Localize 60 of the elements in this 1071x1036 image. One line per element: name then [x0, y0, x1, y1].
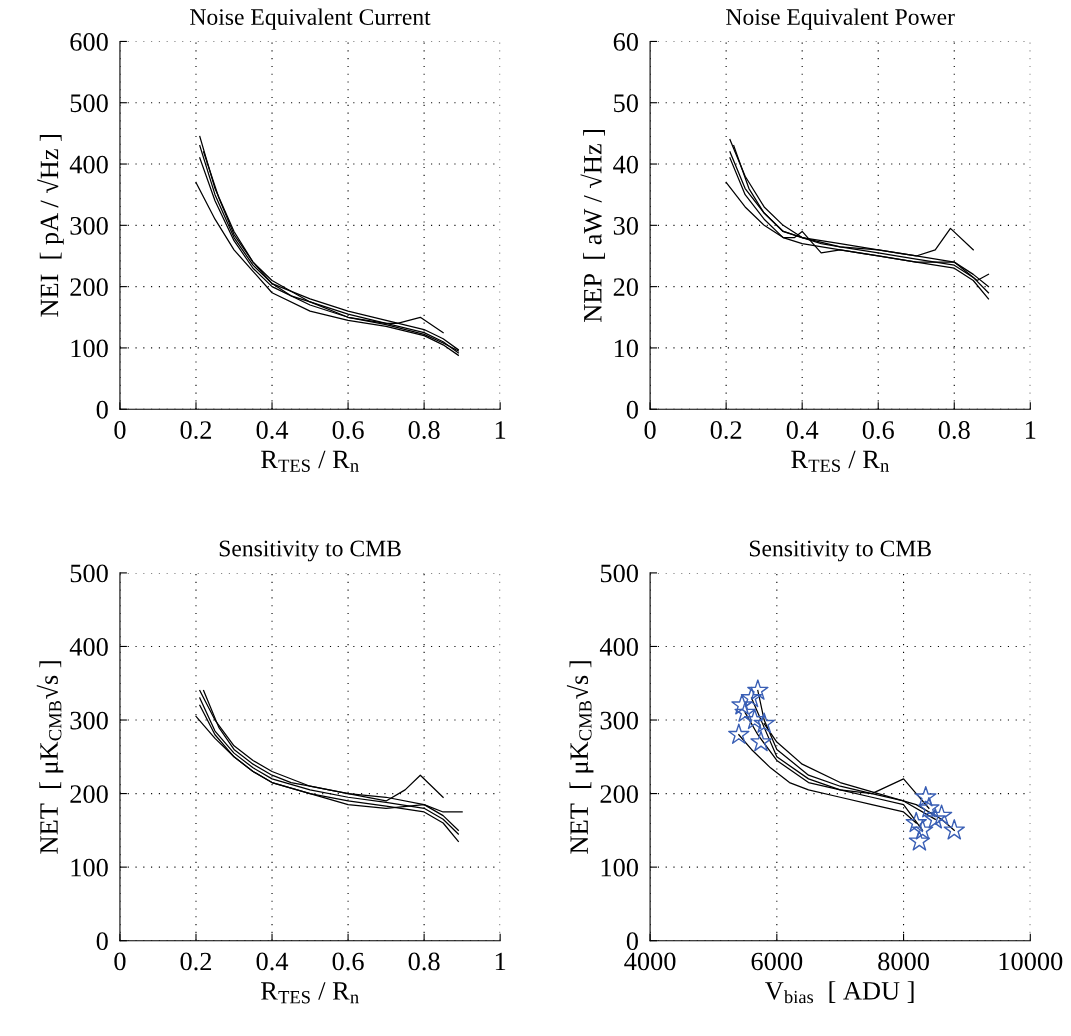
x-axis-title: V$_{bias}$ [ ADU ] — [765, 981, 914, 1004]
x-tick-label: 6000 — [751, 952, 803, 971]
x-axis-title: R$_{TES}$ / R$_{n}$ — [261, 982, 359, 1004]
y-tick-label: 500 — [600, 564, 638, 583]
x-tick-label: 0.6 — [332, 952, 364, 971]
x-tick-label: 1 — [495, 421, 506, 439]
y-tick-label: 400 — [69, 155, 108, 174]
x-tick-label: 10000 — [999, 952, 1063, 971]
x-tick-label: 0 — [114, 952, 126, 971]
y-axis-title: NEI [ pA / √Hz ] — [37, 135, 64, 317]
x-tick-label: 0.8 — [938, 421, 970, 440]
y-tick-label: 100 — [71, 858, 108, 877]
y-tick-label: 500 — [70, 94, 108, 113]
x-tick-label: 0.4 — [786, 421, 819, 440]
x-tick-label: 0.8 — [408, 952, 440, 971]
y-tick-label: 200 — [70, 785, 108, 803]
y-tick-label: 10 — [614, 339, 638, 358]
y-tick-label: 30 — [613, 216, 638, 235]
x-tick-label: 0.6 — [332, 421, 364, 440]
y-tick-label: 0 — [626, 400, 638, 419]
y-tick-label: 200 — [600, 785, 638, 803]
x-tick-label: 0.2 — [710, 421, 742, 440]
x-tick-label: 0.4 — [256, 421, 289, 440]
y-tick-label: 300 — [600, 711, 638, 730]
chart-title: Noise Equivalent Current — [190, 8, 431, 30]
x-tick-label: 0.2 — [180, 421, 212, 440]
x-tick-label: 1 — [495, 952, 506, 971]
y-tick-label: 0 — [96, 932, 108, 951]
y-tick-label: 50 — [614, 94, 638, 113]
x-tick-label: 0 — [644, 421, 656, 439]
y-tick-label: 100 — [601, 858, 638, 877]
chart-title: Noise Equivalent Power — [726, 8, 955, 30]
y-tick-label: 300 — [70, 711, 108, 730]
y-axis-title: NET [ μK$_{CMB}$√s ] — [566, 661, 594, 854]
y-tick-label: 20 — [613, 278, 638, 297]
y-tick-label: 0 — [626, 932, 638, 951]
x-tick-label: 0.2 — [180, 952, 212, 971]
x-tick-label: 0.4 — [256, 952, 289, 971]
y-tick-label: 500 — [70, 564, 108, 583]
y-tick-label: 300 — [70, 216, 108, 235]
y-axis-title: NEP [ aW / √Hz ] — [580, 129, 605, 322]
y-tick-label: 100 — [71, 339, 108, 358]
x-tick-label: 4000 — [624, 952, 676, 971]
x-tick-label: 0 — [114, 421, 126, 439]
x-tick-label: 0.6 — [862, 421, 894, 440]
y-tick-label: 600 — [70, 33, 108, 51]
chart-title: Sensitivity to CMB — [749, 540, 931, 562]
y-tick-label: 40 — [613, 155, 638, 174]
chart-title: Sensitivity to CMB — [219, 540, 401, 562]
x-axis-title: R$_{TES}$ / R$_{n}$ — [791, 450, 890, 472]
y-axis-title: NET [ μK$_{CMB}$√s ] — [36, 661, 64, 854]
x-tick-label: 8000 — [878, 952, 929, 971]
x-axis-title: R$_{TES}$ / R$_{n}$ — [261, 450, 359, 472]
y-tick-label: 400 — [69, 638, 108, 656]
y-tick-label: 400 — [599, 638, 638, 656]
y-tick-label: 0 — [96, 400, 108, 419]
x-tick-label: 1 — [1026, 421, 1036, 439]
x-tick-label: 0.8 — [408, 421, 440, 440]
y-tick-label: 200 — [70, 278, 108, 297]
y-tick-label: 60 — [613, 33, 638, 51]
